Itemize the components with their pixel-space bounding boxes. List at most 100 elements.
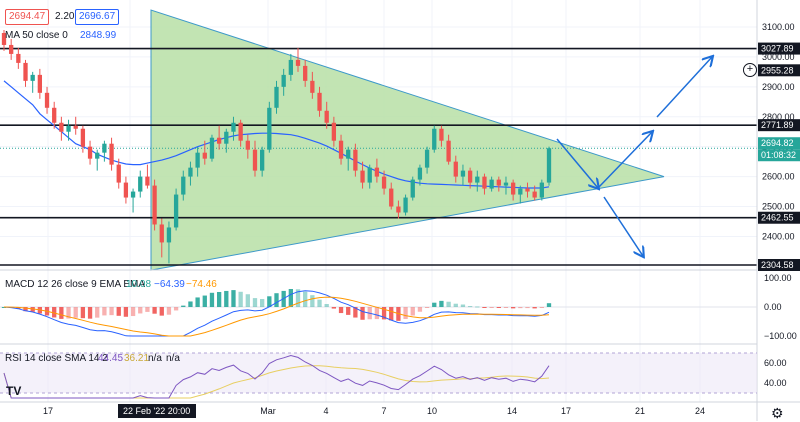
macd-line bbox=[3, 290, 550, 337]
candle-body bbox=[145, 176, 150, 186]
macd-histogram-bar bbox=[116, 307, 121, 316]
candle-body bbox=[159, 224, 164, 243]
macd-histogram-bar bbox=[202, 295, 207, 307]
candle-body bbox=[209, 137, 215, 159]
macd-histogram-bar bbox=[145, 307, 150, 312]
macd-histogram-bar bbox=[360, 307, 365, 320]
price-tick-label: 2900.00 bbox=[762, 82, 795, 92]
macd-histogram-bar bbox=[23, 307, 28, 312]
macd-histogram-bar bbox=[274, 293, 279, 307]
candle-body bbox=[381, 176, 387, 189]
candle-body bbox=[1, 32, 7, 45]
price-badge[interactable] bbox=[758, 259, 800, 271]
macd-histogram-bar bbox=[195, 297, 200, 307]
macd-histogram-bar bbox=[303, 291, 308, 307]
candle-body bbox=[130, 191, 136, 198]
macd-histogram-bar bbox=[66, 307, 71, 319]
candle-body bbox=[80, 128, 86, 147]
candle-body bbox=[281, 74, 286, 87]
macd-histogram-bar bbox=[317, 299, 322, 307]
projection-arrow[interactable] bbox=[656, 57, 712, 118]
macd-tick-label: 0.00 bbox=[764, 302, 782, 312]
macd-histogram-bar bbox=[188, 301, 193, 307]
macd-signal-line bbox=[3, 296, 550, 337]
candle-body bbox=[460, 170, 466, 177]
candle-body bbox=[374, 167, 380, 177]
rsi-label[interactable]: RSI 14 close SMA 14 2 bbox=[5, 353, 108, 364]
ask-price-box[interactable]: 2696.67 bbox=[75, 9, 120, 25]
macd-label[interactable]: MACD 12 26 close 9 EMA EMA bbox=[5, 279, 146, 290]
macd-value-hist: 10.08 bbox=[126, 279, 152, 290]
macd-histogram-bar bbox=[166, 307, 172, 315]
candle-body bbox=[360, 170, 365, 183]
candle-body bbox=[166, 227, 172, 243]
candle-body bbox=[532, 191, 537, 198]
crosshair-time-badge[interactable] bbox=[118, 404, 196, 418]
price-tick-label: 3100.00 bbox=[762, 22, 795, 32]
symmetrical-triangle-pattern bbox=[150, 9, 665, 271]
price-badge[interactable] bbox=[758, 211, 800, 224]
price-badge-text: 2955.28 bbox=[761, 65, 794, 75]
price-tick-label: 2400.00 bbox=[762, 231, 795, 241]
triangle-shape[interactable] bbox=[150, 9, 665, 271]
candle-body bbox=[353, 149, 358, 171]
candle-body bbox=[9, 44, 14, 54]
macd-histogram-bar bbox=[231, 290, 236, 307]
candle-body bbox=[138, 176, 143, 192]
macd-histogram-bar bbox=[216, 291, 222, 307]
price-badge[interactable] bbox=[758, 64, 800, 77]
candle-body bbox=[324, 110, 329, 123]
macd-histogram-bar bbox=[338, 307, 344, 314]
macd-histogram-bar bbox=[252, 298, 258, 307]
price-badge[interactable] bbox=[758, 119, 800, 132]
macd-histogram-bar bbox=[288, 288, 293, 307]
macd-histogram-bar bbox=[532, 307, 537, 309]
macd-histogram-bar bbox=[403, 307, 408, 320]
candle-body bbox=[123, 182, 129, 198]
macd-histogram-bar bbox=[374, 307, 380, 320]
candle-body bbox=[216, 137, 222, 144]
candle-body bbox=[102, 143, 107, 153]
projection-arrow[interactable] bbox=[597, 132, 652, 189]
candle-body bbox=[338, 140, 344, 159]
projection-arrow[interactable] bbox=[603, 196, 643, 256]
macd-histogram-bar bbox=[453, 303, 458, 307]
candle-body bbox=[396, 206, 401, 213]
candle-body bbox=[446, 140, 451, 162]
candle-body bbox=[432, 128, 437, 150]
candle-body bbox=[188, 167, 193, 177]
settings-gear-icon[interactable]: ⚙ bbox=[771, 405, 784, 421]
bid-price-box[interactable]: 2694.47 bbox=[5, 9, 50, 25]
macd-histogram-bar bbox=[295, 289, 301, 307]
rsi-na-2: n/a bbox=[166, 353, 180, 364]
macd-histogram-bar bbox=[310, 295, 315, 307]
price-tick-label: 2500.00 bbox=[762, 202, 795, 212]
macd-histogram-bar bbox=[159, 307, 164, 316]
candle-body bbox=[202, 152, 207, 159]
candle-body bbox=[467, 170, 473, 183]
price-badge[interactable] bbox=[758, 42, 800, 55]
rsi-tick-label: 60.00 bbox=[764, 358, 787, 368]
price-axis[interactable]: 3100.003000.002900.002800.002700.002600.… bbox=[758, 22, 800, 388]
macd-histogram-bar bbox=[389, 307, 394, 321]
macd-histogram-bar bbox=[489, 307, 494, 308]
rsi-na-1: n/a bbox=[148, 353, 162, 364]
candle-body bbox=[525, 188, 530, 192]
macd-histogram-bar bbox=[245, 294, 250, 307]
candle-body bbox=[439, 128, 444, 141]
price-badge[interactable] bbox=[758, 149, 800, 162]
macd-histogram-bar bbox=[267, 296, 272, 307]
macd-histogram-bar bbox=[518, 307, 523, 309]
macd-histogram-bar bbox=[439, 300, 444, 307]
tradingview-logo[interactable]: TV bbox=[6, 384, 22, 398]
projection-arrow[interactable] bbox=[556, 138, 598, 188]
add-alert-plus-icon[interactable]: + bbox=[743, 63, 757, 77]
price-badge[interactable] bbox=[758, 137, 800, 150]
ma-indicator-label[interactable]: MA 50 close 0 bbox=[5, 30, 68, 41]
candle-body bbox=[367, 167, 372, 183]
macd-histogram-bar bbox=[238, 291, 243, 307]
time-tick-label: 4 bbox=[323, 406, 328, 416]
time-axis[interactable]: 17 22 Feb '22 20:00 Mar 4 7 10 14 17 21 24 bbox=[43, 404, 705, 418]
